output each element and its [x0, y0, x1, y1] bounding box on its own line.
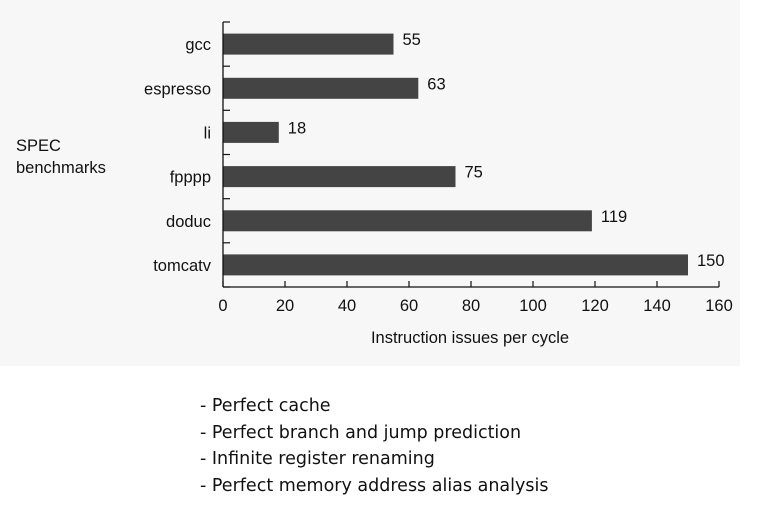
x-tick-label-100: 100	[519, 297, 547, 315]
y-axis-title-line: SPEC	[16, 137, 61, 155]
value-label-li: 18	[288, 119, 306, 137]
category-label-li: li	[204, 124, 211, 142]
x-tick-label-0: 0	[218, 297, 227, 315]
note-infinite-register-renaming: - Infinite register renaming	[200, 449, 435, 469]
note-perfect-cache: - Perfect cache	[200, 396, 331, 416]
x-tick-label-60: 60	[400, 297, 418, 315]
y-axis-title: SPEC benchmarks	[16, 137, 106, 177]
category-label-doduc: doduc	[166, 213, 211, 231]
axes-group: 0 20 40 60 80 100 120 140 160	[218, 21, 733, 315]
assumptions-list: - Perfect cache - Perfect branch and jum…	[200, 393, 548, 499]
x-tick-label-20: 20	[276, 297, 294, 315]
category-label-espresso: espresso	[144, 80, 211, 98]
bars-group: gcc 55 espresso 63 li 18 fpppp 75 doduc 119 tomcat…	[144, 31, 725, 276]
value-label-tomcatv: 150	[697, 252, 725, 270]
note-perfect-alias-analysis: - Perfect memory address alias analysis	[200, 475, 549, 496]
value-label-gcc: 55	[403, 31, 421, 49]
x-tick-label-80: 80	[462, 297, 480, 315]
bar-gcc	[223, 33, 394, 55]
value-label-doduc: 119	[601, 208, 627, 226]
x-tick-label-40: 40	[338, 297, 356, 315]
note-perfect-branch-prediction: - Perfect branch and jump prediction	[200, 422, 522, 443]
bar-doduc	[223, 210, 592, 232]
bar-li	[223, 121, 279, 143]
value-label-fpppp: 75	[465, 164, 483, 182]
category-label-gcc: gcc	[185, 36, 211, 54]
category-label-tomcatv: tomcatv	[153, 257, 212, 275]
y-axis-title-line: benchmarks	[16, 159, 106, 177]
bar-fpppp	[223, 166, 456, 188]
x-tick-label-160: 160	[705, 297, 733, 315]
x-tick-label-120: 120	[581, 297, 609, 315]
bar-espresso	[223, 77, 419, 99]
category-label-fpppp: fpppp	[170, 169, 211, 187]
bar-tomcatv	[223, 254, 688, 276]
x-tick-label-140: 140	[643, 297, 671, 315]
x-axis-title: Instruction issues per cycle	[371, 329, 569, 347]
bar-chart: SPEC benchmarks gcc 55 espresso 63 li 18 fpppp 7…	[16, 21, 733, 347]
value-label-espresso: 63	[427, 75, 445, 93]
